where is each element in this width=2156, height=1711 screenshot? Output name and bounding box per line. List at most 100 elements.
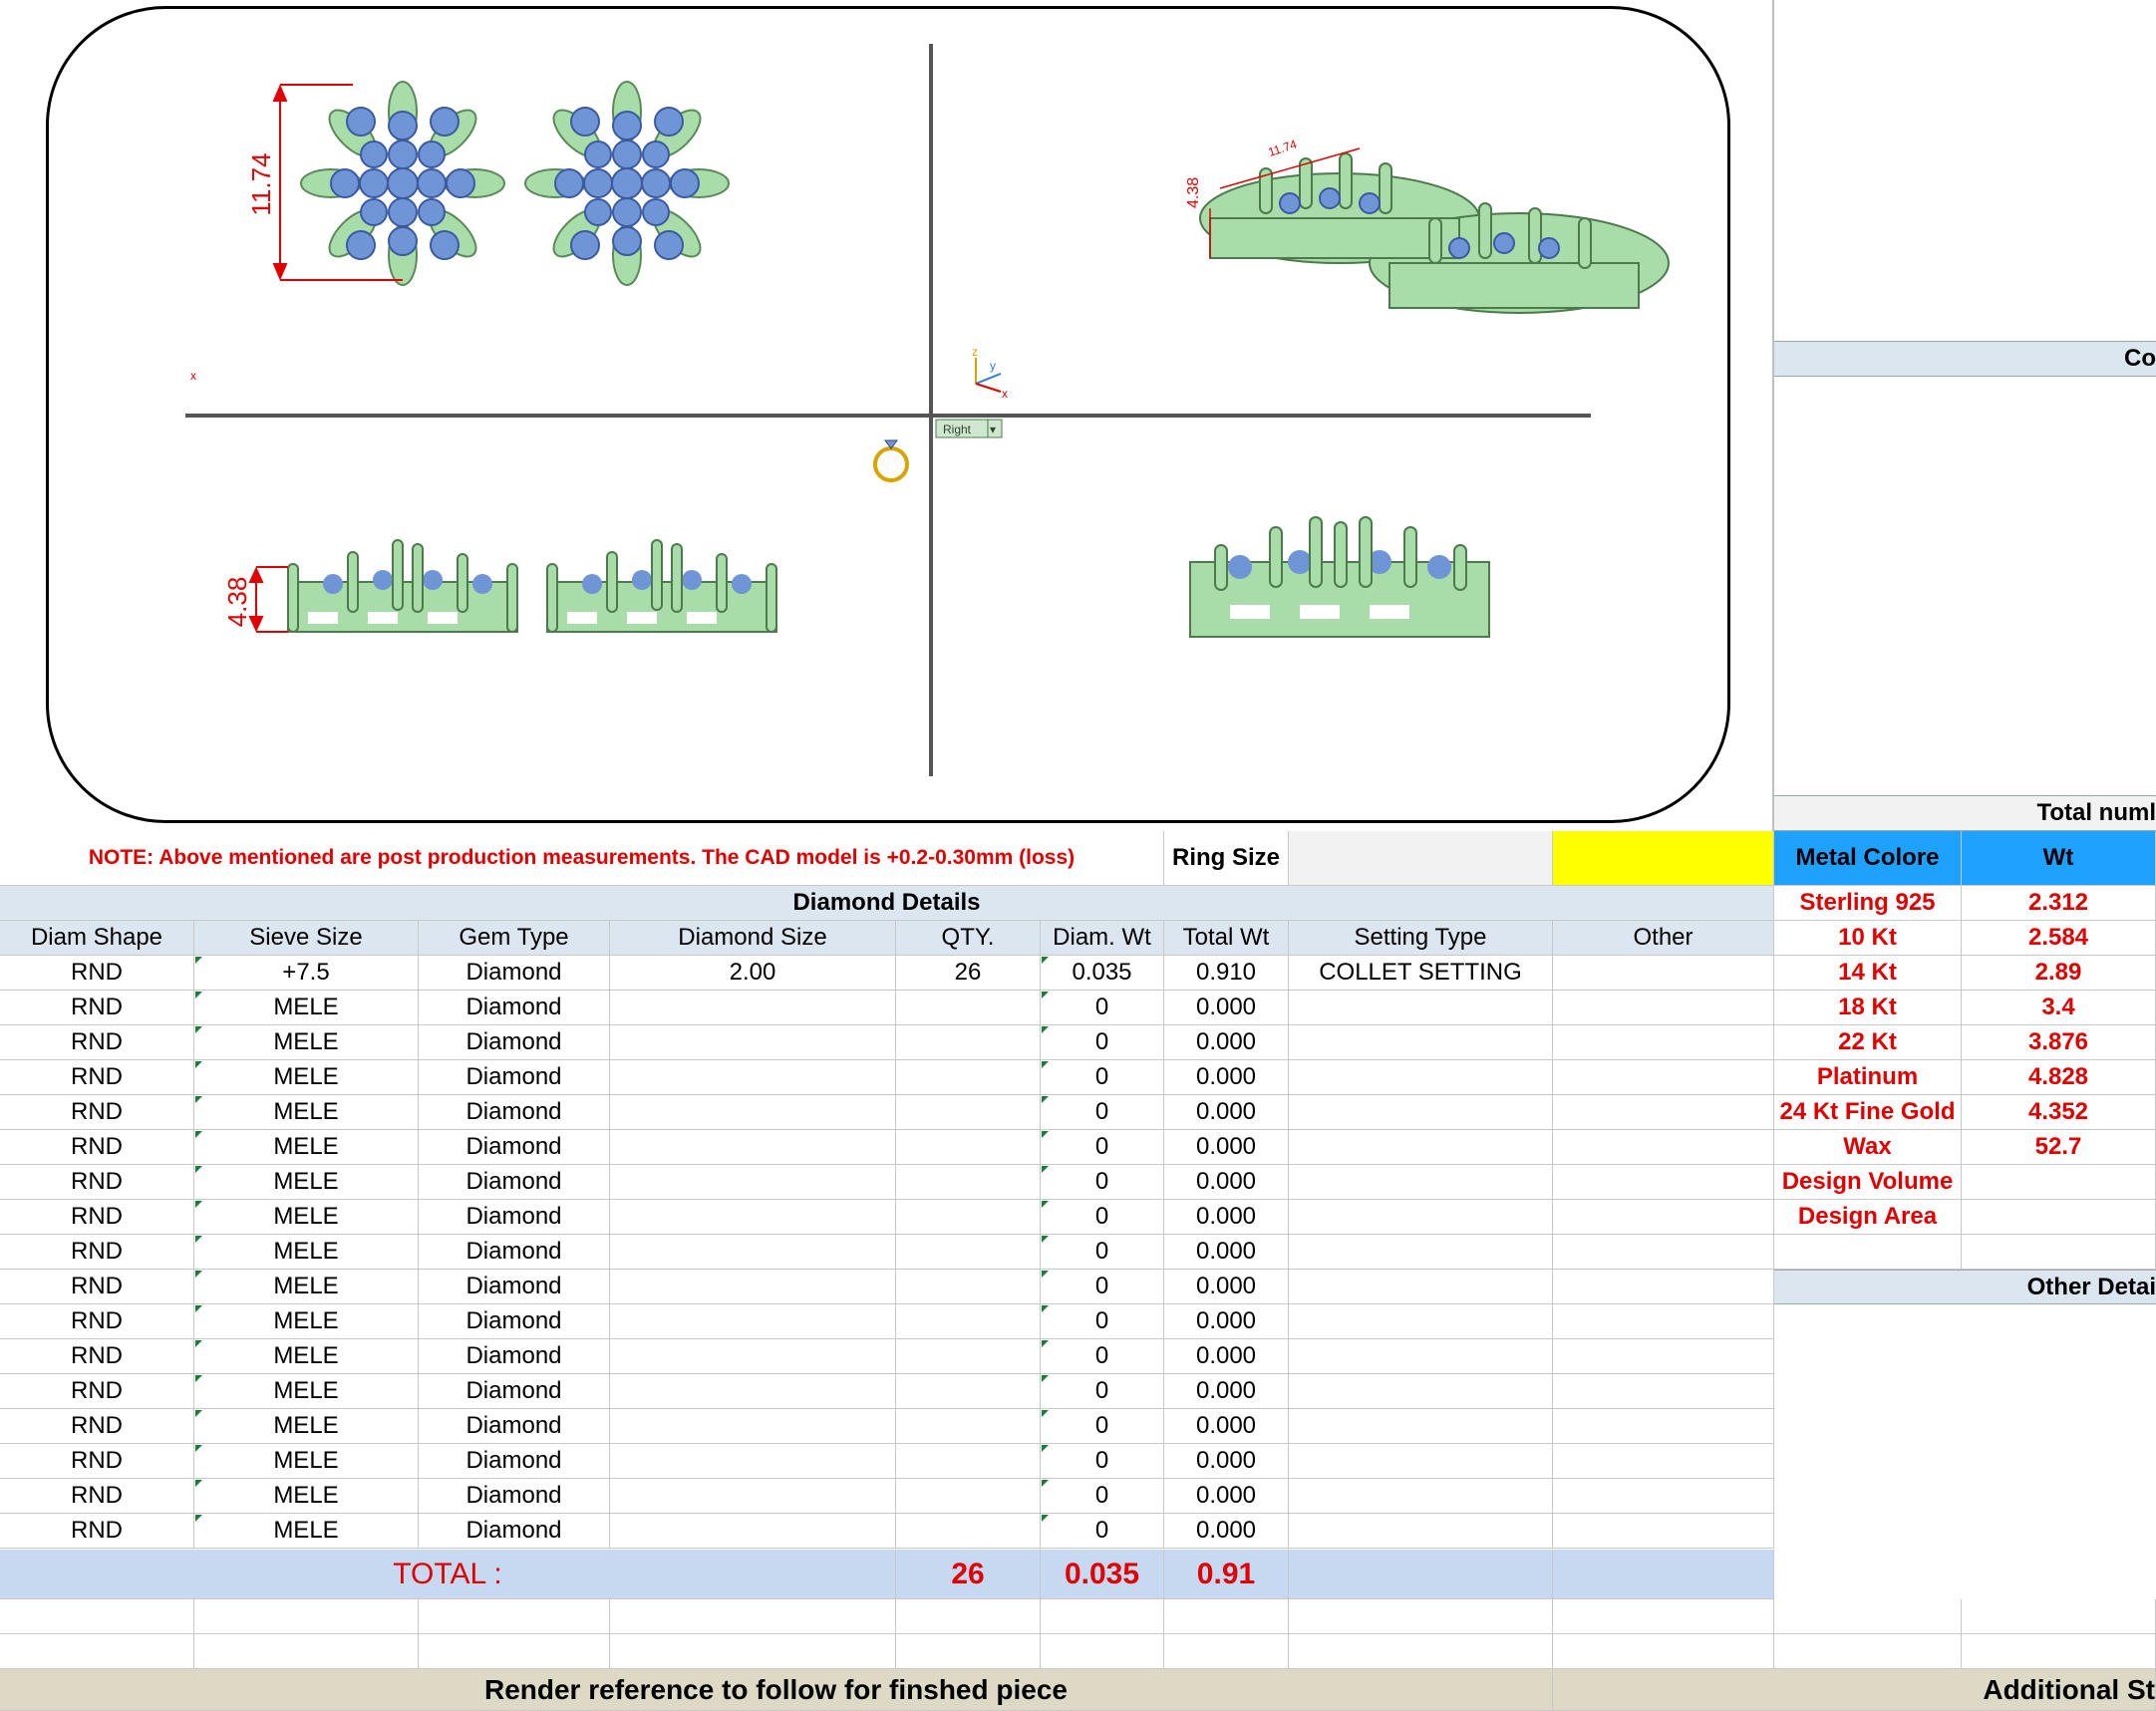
table-cell[interactable] <box>1553 1479 1774 1514</box>
table-cell[interactable]: Diamond <box>419 1270 610 1304</box>
table-cell[interactable] <box>1553 1130 1774 1165</box>
table-cell[interactable]: RND <box>0 1444 194 1479</box>
table-cell[interactable] <box>896 1025 1041 1060</box>
table-cell[interactable] <box>610 1130 896 1165</box>
table-cell[interactable]: RND <box>0 1304 194 1339</box>
table-cell[interactable]: 0.035 <box>1041 956 1164 991</box>
table-cell[interactable]: 0.000 <box>1164 1025 1289 1060</box>
table-cell[interactable] <box>1289 1095 1553 1130</box>
table-cell[interactable]: 0 <box>1041 1165 1164 1200</box>
table-cell[interactable]: MELE <box>194 1235 419 1270</box>
table-cell[interactable]: RND <box>0 1165 194 1200</box>
table-cell[interactable]: RND <box>0 1130 194 1165</box>
table-cell[interactable] <box>896 1060 1041 1095</box>
table-cell[interactable] <box>1553 1270 1774 1304</box>
table-cell[interactable] <box>1553 1514 1774 1549</box>
table-cell[interactable]: 0 <box>1041 1130 1164 1165</box>
table-cell[interactable]: Diamond <box>419 1095 610 1130</box>
table-cell[interactable] <box>1289 991 1553 1025</box>
table-cell[interactable]: 0 <box>1041 1304 1164 1339</box>
blank-cell[interactable] <box>1553 1599 1774 1634</box>
table-cell[interactable]: MELE <box>194 1444 419 1479</box>
blank-cell[interactable] <box>1962 1634 2156 1669</box>
table-cell[interactable]: MELE <box>194 1200 419 1235</box>
table-cell[interactable]: 0 <box>1041 1374 1164 1409</box>
table-cell[interactable]: 0 <box>1041 1095 1164 1130</box>
table-cell[interactable] <box>610 1479 896 1514</box>
table-cell[interactable] <box>896 1339 1041 1374</box>
table-cell[interactable]: MELE <box>194 1130 419 1165</box>
table-cell[interactable]: 26 <box>896 956 1041 991</box>
table-cell[interactable] <box>610 1025 896 1060</box>
table-cell[interactable] <box>1553 1025 1774 1060</box>
table-cell[interactable]: 0 <box>1041 1060 1164 1095</box>
table-cell[interactable] <box>610 1165 896 1200</box>
table-cell[interactable] <box>1289 1060 1553 1095</box>
table-cell[interactable] <box>896 1235 1041 1270</box>
table-cell[interactable] <box>610 1060 896 1095</box>
table-cell[interactable] <box>896 1165 1041 1200</box>
table-cell[interactable]: 0 <box>1041 1409 1164 1444</box>
ring-size-value[interactable] <box>1289 831 1553 886</box>
table-cell[interactable]: 0 <box>1041 1270 1164 1304</box>
table-cell[interactable] <box>1289 1165 1553 1200</box>
table-cell[interactable]: RND <box>0 1479 194 1514</box>
table-cell[interactable] <box>1289 1339 1553 1374</box>
blank-cell[interactable] <box>610 1599 896 1634</box>
table-cell[interactable]: 0 <box>1041 1235 1164 1270</box>
blank-cell[interactable] <box>1962 1599 2156 1634</box>
blank-cell[interactable] <box>0 1599 194 1634</box>
table-cell[interactable] <box>1289 1025 1553 1060</box>
table-cell[interactable]: 0 <box>1041 1200 1164 1235</box>
table-cell[interactable]: 0.000 <box>1164 1200 1289 1235</box>
table-cell[interactable]: Diamond <box>419 1514 610 1549</box>
table-cell[interactable] <box>896 1444 1041 1479</box>
table-cell[interactable]: Diamond <box>419 1444 610 1479</box>
table-cell[interactable]: 0 <box>1041 1514 1164 1549</box>
table-cell[interactable]: Diamond <box>419 1374 610 1409</box>
table-cell[interactable]: RND <box>0 1270 194 1304</box>
table-cell[interactable] <box>896 1409 1041 1444</box>
table-cell[interactable] <box>1553 1200 1774 1235</box>
table-cell[interactable]: MELE <box>194 1095 419 1130</box>
table-cell[interactable]: RND <box>0 1339 194 1374</box>
table-cell[interactable]: +7.5 <box>194 956 419 991</box>
table-cell[interactable] <box>896 991 1041 1025</box>
table-cell[interactable] <box>610 1235 896 1270</box>
table-cell[interactable] <box>1553 1339 1774 1374</box>
table-cell[interactable]: Diamond <box>419 1060 610 1095</box>
table-cell[interactable]: RND <box>0 1514 194 1549</box>
table-cell[interactable]: RND <box>0 1235 194 1270</box>
table-cell[interactable]: RND <box>0 1025 194 1060</box>
table-cell[interactable]: RND <box>0 1095 194 1130</box>
table-cell[interactable]: MELE <box>194 1409 419 1444</box>
table-cell[interactable]: MELE <box>194 1514 419 1549</box>
table-cell[interactable] <box>1553 1165 1774 1200</box>
table-cell[interactable] <box>1553 956 1774 991</box>
table-cell[interactable] <box>610 1200 896 1235</box>
blank-cell[interactable] <box>1164 1599 1289 1634</box>
table-cell[interactable]: Diamond <box>419 1025 610 1060</box>
table-cell[interactable]: 0 <box>1041 1479 1164 1514</box>
blank-cell[interactable] <box>896 1634 1041 1669</box>
table-cell[interactable] <box>1289 1235 1553 1270</box>
table-cell[interactable] <box>610 1409 896 1444</box>
table-cell[interactable] <box>896 1304 1041 1339</box>
table-cell[interactable] <box>896 1130 1041 1165</box>
table-cell[interactable] <box>1289 1200 1553 1235</box>
table-cell[interactable] <box>896 1479 1041 1514</box>
highlight-cell[interactable] <box>1553 831 1774 886</box>
table-cell[interactable] <box>1553 1409 1774 1444</box>
table-cell[interactable]: Diamond <box>419 1130 610 1165</box>
table-cell[interactable]: 0 <box>1041 1339 1164 1374</box>
blank-cell[interactable] <box>610 1634 896 1669</box>
table-cell[interactable]: MELE <box>194 1025 419 1060</box>
table-cell[interactable]: MELE <box>194 1165 419 1200</box>
table-cell[interactable] <box>1289 1514 1553 1549</box>
table-cell[interactable]: MELE <box>194 1304 419 1339</box>
table-cell[interactable] <box>896 1374 1041 1409</box>
table-cell[interactable]: 0 <box>1041 1444 1164 1479</box>
table-cell[interactable] <box>1553 1060 1774 1095</box>
table-cell[interactable]: 2.00 <box>610 956 896 991</box>
table-cell[interactable] <box>1289 1304 1553 1339</box>
